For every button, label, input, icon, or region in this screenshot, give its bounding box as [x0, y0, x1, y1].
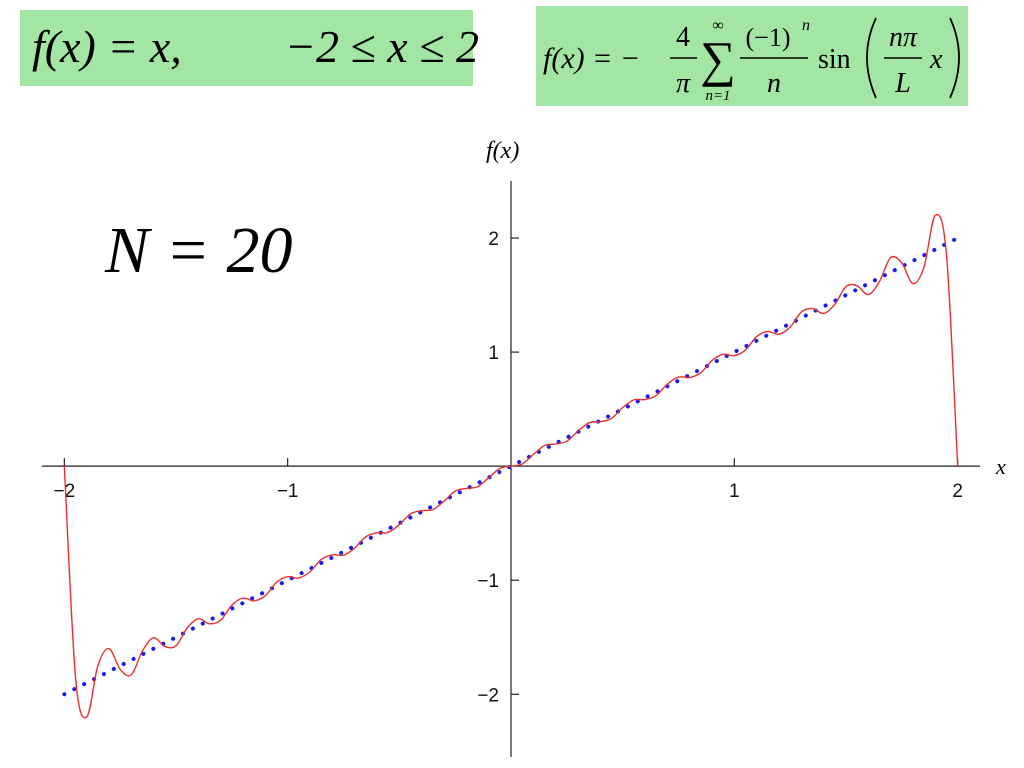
x-tick-label: 1: [729, 481, 740, 502]
formula-text: 4: [676, 22, 690, 53]
formula-text: π: [676, 68, 691, 99]
formula-text: (−1): [746, 23, 791, 52]
formula-text: n=1: [705, 88, 730, 104]
fourier-formula: f(x) = − 4 π ∞ ∑ n=1 (−1) n n sin nπ L x: [543, 17, 960, 104]
formula-text: ∞: [712, 17, 723, 34]
formula-text: ∑: [700, 31, 736, 87]
formula-box: [536, 6, 968, 106]
x-tick-label: −2: [53, 481, 75, 502]
parenthesis: [866, 17, 877, 99]
formula-text: sin: [818, 44, 851, 75]
parenthesis: [949, 17, 960, 99]
curve: [63, 213, 959, 719]
formula-box: [20, 10, 473, 86]
y-tick-label: 2: [488, 229, 499, 250]
x-tick-label: −1: [277, 481, 299, 502]
formula-text: nπ: [889, 22, 918, 53]
x-tick-label: 2: [952, 481, 963, 502]
formula-text: f(x) = x,: [32, 21, 182, 72]
formula-text: f(x) = −: [543, 42, 640, 75]
formula-text: n: [802, 17, 810, 34]
formula-text: x: [929, 44, 943, 75]
formula-text: −2 ≤ x ≤ 2: [285, 21, 479, 72]
formula-text: L: [894, 68, 911, 99]
x-axis-label: x: [995, 454, 1006, 479]
annotation: N = 20: [104, 214, 293, 287]
y-tick-label: 1: [488, 343, 499, 364]
y-tick-label: −2: [477, 685, 499, 706]
y-tick-label: −1: [477, 571, 499, 592]
y-axis-label: f(x): [486, 138, 519, 164]
formula-text: n: [767, 68, 781, 99]
